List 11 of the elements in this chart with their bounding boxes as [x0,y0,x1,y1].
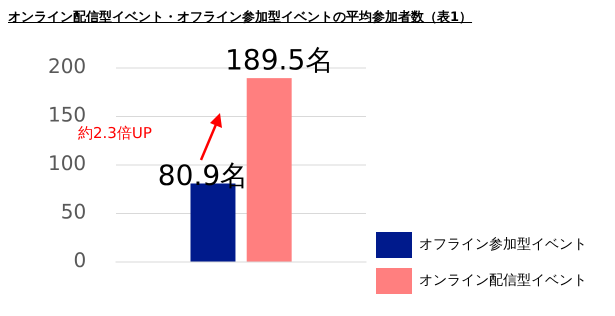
legend-label: オンライン配信型イベント [419,272,587,289]
legend-label: オフライン参加型イベント [419,236,587,253]
y-tick-label: 50 [60,200,86,224]
y-tick-label: 100 [48,151,86,176]
data-label: 80.9名 [158,158,248,192]
y-tick-label: 150 [48,102,86,127]
y-tick-label: 200 [48,54,86,78]
chart-title: オンライン配信型イベント・オフライン参加型イベントの平均参加者数（表1） [8,9,474,26]
annotation: 約2.3倍UP [78,124,152,143]
data-label: 189.5名 [225,43,334,76]
y-tick-label: 0 [73,248,86,272]
